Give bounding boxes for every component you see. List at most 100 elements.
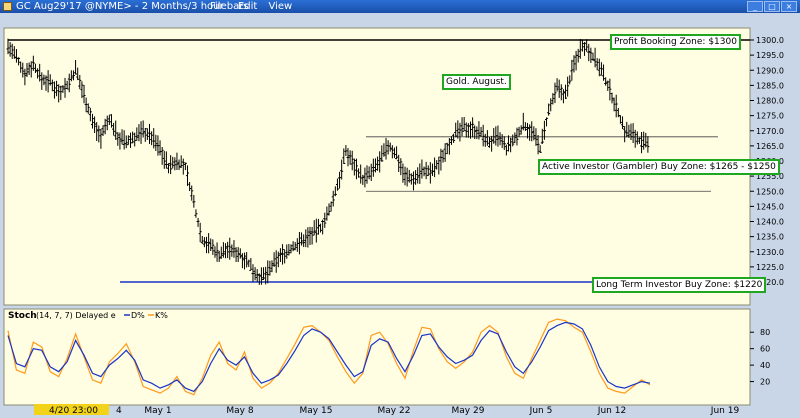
price-bar [156, 135, 160, 156]
price-bar [46, 70, 50, 93]
price-bar [409, 173, 413, 185]
price-bar [59, 85, 63, 101]
x-axis-label: May 15 [300, 406, 333, 416]
price-bar [21, 62, 25, 78]
price-bar [50, 79, 54, 92]
price-bar [519, 125, 523, 135]
price-bar [17, 57, 21, 66]
stoch-legend: Stoch (14, 7, 7) Delayed e D% K% [8, 311, 168, 321]
minimize-button[interactable]: _ [747, 1, 763, 12]
price-bar [462, 116, 466, 132]
price-bar [323, 212, 327, 228]
price-bar [150, 131, 154, 146]
menu-view[interactable]: View [268, 1, 293, 12]
price-bar [593, 47, 597, 68]
title-bar[interactable]: GC Aug29'17 @NYME> - 2 Months/3 hour bar… [0, 0, 800, 13]
price-bar [300, 232, 304, 246]
price-bar [540, 128, 544, 145]
price-bar [289, 244, 293, 254]
price-bar [504, 144, 508, 156]
price-bar [69, 70, 73, 82]
price-bar [352, 158, 356, 176]
price-bar [418, 163, 422, 184]
price-bar [90, 113, 94, 129]
price-bar [278, 248, 282, 262]
price-bar [640, 132, 644, 154]
price-bar [188, 182, 192, 192]
price-bar [473, 125, 477, 140]
price-bar [566, 76, 570, 97]
price-bar [55, 80, 59, 97]
close-button[interactable]: × [781, 1, 797, 12]
price-tick-label: 1280.0 [756, 97, 784, 106]
price-bar [118, 132, 122, 150]
stoch-tick-label: 60 [760, 345, 770, 354]
price-bar [333, 186, 337, 197]
price-bar [40, 72, 44, 90]
price-bar [95, 122, 99, 142]
price-bar [629, 123, 633, 141]
price-tick-label: 1225.0 [756, 263, 784, 272]
price-bar [230, 244, 234, 257]
price-bar [177, 159, 181, 170]
stoch-tick-label: 20 [760, 378, 770, 387]
price-bar [221, 242, 225, 258]
price-bar [335, 178, 339, 191]
price-bar [458, 122, 462, 142]
price-bar [306, 227, 310, 248]
price-bar [107, 114, 111, 126]
price-bar [471, 117, 475, 138]
price-bar [392, 147, 396, 158]
price-bar [570, 59, 574, 81]
price-bar [291, 241, 295, 252]
price-bar [236, 247, 240, 263]
price-bar [141, 120, 145, 138]
price-bar [262, 267, 266, 281]
price-bar [268, 260, 272, 276]
price-bar [116, 132, 120, 146]
price-bar [614, 94, 618, 118]
stochastic-chart [7, 318, 651, 396]
price-bar [633, 129, 637, 148]
price-bar [312, 220, 316, 236]
price-bar [97, 125, 101, 143]
price-bar [190, 185, 194, 201]
price-bar [162, 150, 166, 169]
price-bar [568, 75, 572, 85]
stoch-line-D [7, 321, 651, 393]
maximize-button[interactable]: □ [764, 1, 780, 12]
price-bar [133, 132, 137, 147]
price-bar [287, 243, 291, 256]
price-bar [310, 226, 314, 245]
price-bar [314, 218, 318, 243]
price-tick-label: 1245.0 [756, 202, 784, 211]
price-bar [414, 170, 418, 185]
price-bar [507, 135, 511, 152]
price-bar [523, 122, 527, 131]
price-bar [373, 158, 377, 173]
price-bar [10, 43, 14, 59]
price-bar [564, 84, 568, 100]
price-bar [71, 70, 75, 81]
price-bar [602, 64, 606, 81]
price-bar [475, 126, 479, 140]
menu-file[interactable]: File [210, 1, 227, 12]
price-bar [481, 124, 485, 147]
price-bar [131, 131, 135, 144]
price-bar [181, 158, 185, 175]
price-bar [580, 39, 584, 52]
price-bar [31, 55, 35, 71]
price-tick-label: 1220.0 [756, 278, 784, 287]
price-bar [346, 148, 350, 167]
price-bar [610, 92, 614, 104]
price-bar [395, 146, 399, 160]
price-bar [357, 168, 361, 178]
price-bar [128, 132, 132, 148]
menu-edit[interactable]: Edit [237, 1, 258, 12]
price-bar [488, 137, 491, 148]
price-bar [126, 135, 130, 146]
window-title: GC Aug29'17 @NYME> - 2 Months/3 hour bar… [16, 1, 249, 12]
price-bar [587, 43, 591, 62]
price-bar [29, 61, 33, 78]
price-bar [257, 273, 261, 285]
